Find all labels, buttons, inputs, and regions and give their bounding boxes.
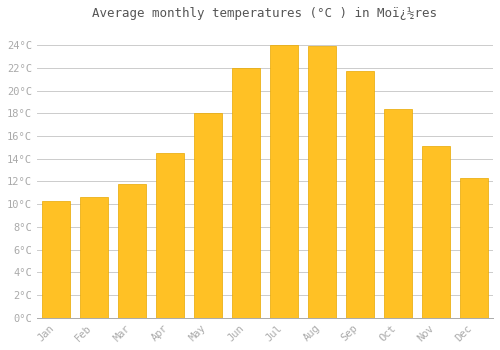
Bar (232, 68, 260, 318)
Bar (156, 153, 184, 318)
Bar (42, 201, 70, 318)
Bar (80, 197, 108, 318)
Bar (422, 146, 450, 318)
Bar (270, 45, 298, 318)
Bar (118, 184, 146, 318)
Bar (460, 178, 488, 318)
Bar (384, 109, 412, 318)
Title: Average monthly temperatures (°C ) in Moï¿½res: Average monthly temperatures (°C ) in Mo… (92, 7, 438, 20)
Bar (346, 71, 374, 318)
Bar (194, 113, 222, 318)
Bar (308, 46, 336, 318)
